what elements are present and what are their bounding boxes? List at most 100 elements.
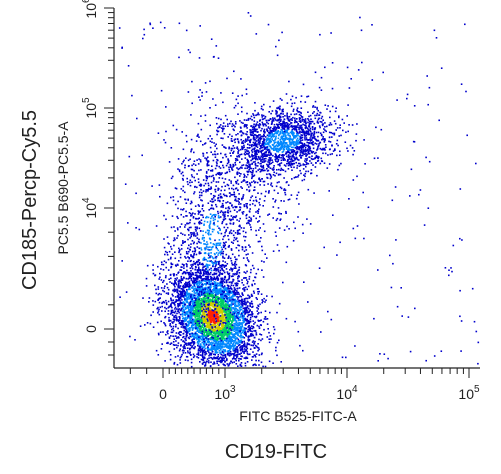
data-point <box>195 287 197 290</box>
data-point <box>227 286 230 288</box>
data-point <box>192 242 195 245</box>
data-point <box>220 328 223 330</box>
data-point <box>188 337 191 340</box>
data-point <box>221 302 224 305</box>
data-point <box>212 294 215 297</box>
data-point <box>214 323 217 326</box>
data-point <box>247 119 250 121</box>
data-point <box>200 316 203 319</box>
data-point <box>198 320 200 322</box>
data-point <box>190 317 192 319</box>
data-point <box>219 360 222 363</box>
data-point <box>219 309 222 312</box>
data-point <box>226 297 228 300</box>
data-point <box>180 295 182 298</box>
data-point <box>218 333 220 336</box>
data-point <box>226 287 228 290</box>
data-point <box>203 270 205 273</box>
data-point <box>238 293 240 295</box>
data-point <box>189 311 192 314</box>
data-point <box>183 241 186 243</box>
data-point <box>175 283 178 286</box>
data-point <box>192 294 194 296</box>
data-point <box>227 353 229 356</box>
data-point <box>183 287 185 289</box>
data-point <box>216 275 218 278</box>
data-point <box>190 259 192 262</box>
data-point <box>217 244 219 247</box>
data-point <box>258 327 261 329</box>
data-point <box>180 213 182 216</box>
data-point <box>199 361 201 363</box>
data-point <box>201 341 204 344</box>
data-point <box>249 305 251 308</box>
data-point <box>174 308 176 310</box>
data-point <box>257 308 259 310</box>
data-point <box>187 296 190 299</box>
data-point <box>225 312 228 314</box>
data-point <box>226 300 229 302</box>
data-point <box>252 199 255 202</box>
data-point <box>221 293 223 296</box>
data-point <box>213 261 215 264</box>
data-point <box>236 258 238 261</box>
data-point <box>184 234 186 236</box>
data-point <box>178 290 181 293</box>
data-point <box>214 296 217 299</box>
data-point <box>229 362 231 364</box>
data-point <box>167 313 169 315</box>
data-point <box>223 330 226 332</box>
data-point <box>182 301 184 304</box>
data-point <box>244 332 247 334</box>
data-point <box>177 284 180 286</box>
data-point <box>156 321 159 324</box>
data-point <box>219 310 221 313</box>
data-point <box>190 361 193 364</box>
data-point <box>207 278 210 281</box>
data-point <box>192 322 194 324</box>
data-point <box>217 321 220 324</box>
data-point <box>204 314 207 317</box>
data-point <box>200 349 203 352</box>
data-point <box>223 304 225 306</box>
data-point <box>190 264 192 266</box>
data-point <box>177 342 180 344</box>
data-point <box>197 357 200 359</box>
data-point <box>225 330 228 332</box>
data-point <box>197 122 200 125</box>
data-point <box>186 289 188 291</box>
data-point <box>207 321 209 324</box>
data-point <box>207 296 210 298</box>
data-point <box>229 350 232 353</box>
data-point <box>236 331 239 334</box>
data-point <box>184 255 186 258</box>
data-point <box>194 322 197 325</box>
data-point <box>243 303 246 305</box>
data-point <box>210 327 213 329</box>
data-point <box>219 347 221 349</box>
data-point <box>285 317 288 320</box>
data-point <box>233 264 236 266</box>
data-point <box>246 203 248 205</box>
data-point <box>180 331 182 333</box>
data-point <box>163 290 166 293</box>
data-point <box>231 92 234 94</box>
data-point <box>250 218 253 221</box>
data-point <box>198 283 201 285</box>
data-point <box>246 279 248 281</box>
data-point <box>218 326 220 329</box>
data-point <box>193 192 195 195</box>
data-point <box>205 305 207 307</box>
data-point <box>218 239 221 241</box>
data-point <box>209 310 211 312</box>
data-point <box>188 343 191 345</box>
data-point <box>157 310 160 312</box>
data-point <box>203 340 205 343</box>
data-point <box>183 289 186 292</box>
data-point <box>180 275 183 278</box>
data-point <box>258 338 260 341</box>
data-point <box>202 155 205 157</box>
data-point <box>208 351 210 354</box>
data-point <box>243 327 245 329</box>
data-point <box>223 346 225 348</box>
